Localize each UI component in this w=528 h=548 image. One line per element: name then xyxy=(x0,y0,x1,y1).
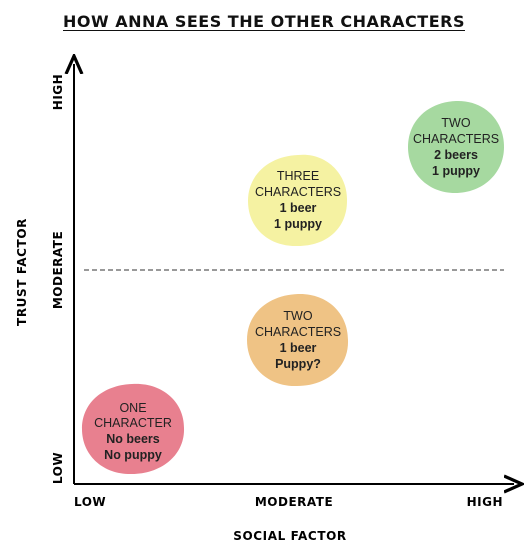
blob-three-line-1: THREE xyxy=(277,169,319,183)
y-tick-high: HIGH xyxy=(51,74,65,110)
blob-one xyxy=(82,383,185,475)
x-tick-low: LOW xyxy=(74,495,106,509)
blob-one-line-3: No beers xyxy=(106,432,160,446)
blob-two-moderate xyxy=(247,293,349,387)
y-tick-low: LOW xyxy=(51,452,65,484)
group-two-characters-moderate: TWO CHARACTERS 1 beer Puppy? xyxy=(247,293,349,387)
blob-two-moderate-line-3: 1 beer xyxy=(280,341,317,355)
blob-two-moderate-line-2: CHARACTERS xyxy=(255,325,341,339)
group-two-characters-high: TWO CHARACTERS 2 beers 1 puppy xyxy=(408,100,504,193)
blob-two-moderate-line-1: TWO xyxy=(283,309,312,323)
blob-two-high-line-4: 1 puppy xyxy=(432,164,480,178)
y-axis-title: TRUST FACTOR xyxy=(15,218,29,326)
blob-one-line-4: No puppy xyxy=(104,448,162,462)
blob-two-high-line-1: TWO xyxy=(441,116,470,130)
blob-one-line-2: CHARACTER xyxy=(94,416,172,430)
x-tick-moderate: MODERATE xyxy=(255,495,333,509)
x-axis-title: SOCIAL FACTOR xyxy=(233,529,347,543)
group-three-characters: THREE CHARACTERS 1 beer 1 puppy xyxy=(248,154,348,247)
x-tick-high: HIGH xyxy=(467,495,503,509)
group-one-character: ONE CHARACTER No beers No puppy xyxy=(82,383,185,475)
blob-two-high-line-2: CHARACTERS xyxy=(413,132,499,146)
blob-three-line-4: 1 puppy xyxy=(274,217,322,231)
blob-two-high xyxy=(408,100,504,193)
page-title: HOW ANNA SEES THE OTHER CHARACTERS xyxy=(63,12,465,31)
blob-three xyxy=(248,154,348,247)
blob-three-line-2: CHARACTERS xyxy=(255,185,341,199)
blob-two-moderate-line-4: Puppy? xyxy=(275,357,321,371)
blob-three-line-3: 1 beer xyxy=(280,201,317,215)
y-tick-moderate: MODERATE xyxy=(51,231,65,309)
blob-two-high-line-3: 2 beers xyxy=(434,148,478,162)
blob-one-line-1: ONE xyxy=(119,401,146,415)
